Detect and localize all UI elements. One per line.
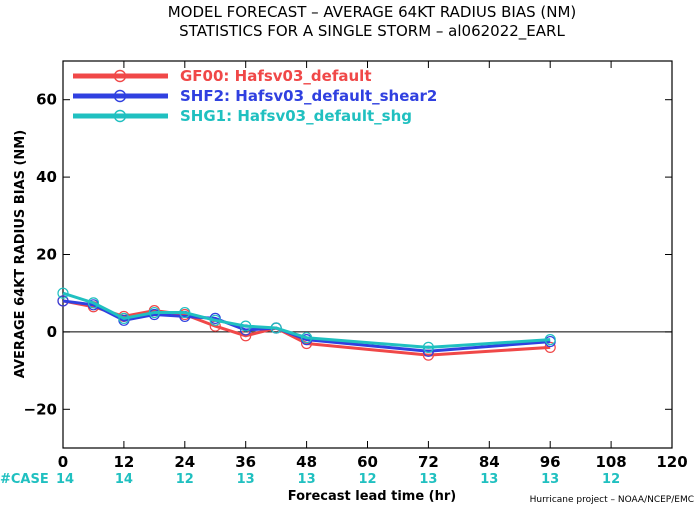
case-count-value: 13 <box>419 472 437 487</box>
data-point-series-3 <box>270 322 282 334</box>
case-count-value: 13 <box>298 472 316 487</box>
x-tick-label: 0 <box>58 453 68 471</box>
legend-swatch-marker <box>113 89 127 103</box>
x-axis: 0 12 24 36 48 60 72 84 96 108 120 <box>58 61 688 471</box>
y-tick-label: 40 <box>36 168 57 186</box>
case-count-value: 13 <box>541 472 559 487</box>
y-tick-label: 60 <box>36 91 57 109</box>
legend-entry-label: GF00: Hafsv03_default <box>180 67 371 85</box>
case-count-value: 13 <box>480 472 498 487</box>
x-tick-label: 24 <box>174 453 195 471</box>
chart-title-line2: STATISTICS FOR A SINGLE STORM – al062022… <box>179 22 565 41</box>
y-tick-label: 0 <box>47 323 57 341</box>
case-count-value: 12 <box>176 472 194 487</box>
data-point-series-3 <box>544 334 556 346</box>
case-count-value: 14 <box>56 472 74 487</box>
x-tick-label: 12 <box>113 453 134 471</box>
y-tick-label: −20 <box>24 400 57 418</box>
data-point-series-3 <box>179 306 191 319</box>
data-point-series-3 <box>301 332 313 344</box>
x-tick-label: 36 <box>235 453 256 471</box>
x-tick-label: 108 <box>595 453 626 471</box>
data-point-series-3 <box>209 314 221 326</box>
x-tick-label: 96 <box>540 453 561 471</box>
x-tick-label: 60 <box>357 453 378 471</box>
series-group <box>57 287 556 361</box>
case-count-value: 13 <box>237 472 255 487</box>
x-tick-label: 48 <box>296 453 317 471</box>
series-line-3 <box>62 291 551 349</box>
series-line-2 <box>62 299 551 353</box>
data-point-series-2 <box>57 295 69 307</box>
x-tick-label: 84 <box>479 453 500 471</box>
legend-swatch-marker <box>113 69 127 83</box>
x-tick-label: 72 <box>418 453 439 471</box>
y-axis-label: AVERAGE 64KT RADIUS BIAS (NM) <box>13 130 28 378</box>
case-count-value: 12 <box>602 472 620 487</box>
legend-swatch-marker <box>113 109 127 123</box>
data-point-series-3 <box>240 320 252 332</box>
chart-title-line1: MODEL FORECAST – AVERAGE 64KT RADIUS BIA… <box>168 3 577 21</box>
x-axis-label: Forecast lead time (hr) <box>288 489 456 504</box>
y-axis: −20 0 20 40 60 <box>24 91 672 418</box>
data-point-series-3 <box>87 297 100 309</box>
legend-entry-label: SHG1: Hafsv03_default_shg <box>180 107 412 125</box>
case-count-value: 12 <box>358 472 376 487</box>
legend-entry-label: SHF2: Hafsv03_default_shear2 <box>180 87 437 105</box>
case-row-label: #CASE <box>0 472 49 487</box>
data-point-series-3 <box>118 312 130 324</box>
data-point-series-3 <box>148 306 160 319</box>
case-count-row: #CASE 14 14 12 13 13 12 13 13 13 12 <box>0 472 620 487</box>
legend: GF00: Hafsv03_default SHF2: Hafsv03_defau… <box>73 67 437 125</box>
y-tick-label: 20 <box>36 246 57 264</box>
data-point-series-3 <box>422 341 434 353</box>
case-count-value: 14 <box>115 472 133 487</box>
x-tick-label: 120 <box>656 453 687 471</box>
credit-text: Hurricane project – NOAA/NCEP/EMC <box>530 495 694 505</box>
data-point-series-3 <box>57 287 69 299</box>
